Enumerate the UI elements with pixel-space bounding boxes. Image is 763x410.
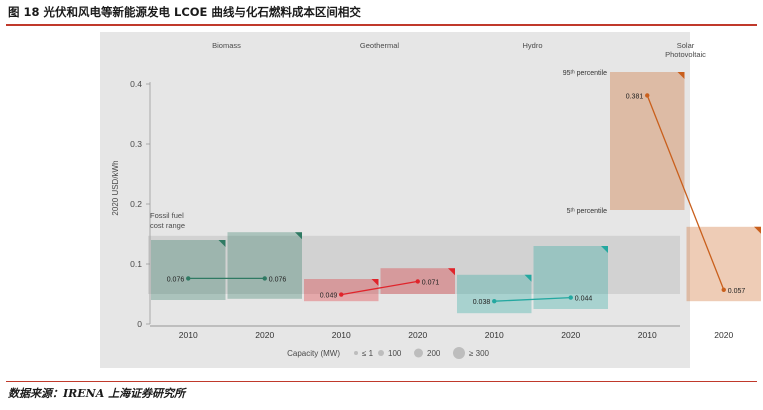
percentile-marker — [754, 226, 761, 234]
legend-marker — [453, 347, 465, 359]
x-tick-label: 2010 — [485, 330, 504, 340]
percentile-95-label: 95ᵗʰ percentile — [563, 70, 607, 77]
value-label: 0.049 — [320, 293, 338, 300]
lcoe-point — [262, 276, 267, 281]
trend-line — [341, 280, 418, 296]
plot-panel — [100, 32, 690, 368]
percentile-marker — [677, 72, 685, 79]
x-tick-label: 2020 — [561, 330, 580, 340]
lcoe-point — [721, 287, 726, 292]
lcoe-point — [568, 295, 573, 300]
percentile-5-label: 5ᵗʰ percentile — [567, 208, 608, 215]
percentile-marker — [524, 274, 532, 282]
percentile-marker — [448, 268, 455, 276]
legend-label: 200 — [427, 349, 441, 358]
percentile-marker — [218, 240, 226, 247]
lcoe-point — [186, 276, 191, 281]
value-label: 0.381 — [626, 93, 644, 100]
value-label: 0.076 — [269, 276, 287, 283]
y-tick-label: 0.1 — [130, 259, 142, 269]
x-tick-label: 2020 — [408, 330, 427, 340]
x-tick-label: 2020 — [714, 330, 733, 340]
source-note: 数据来源：IRENA 上海证券研究所 — [8, 387, 186, 400]
percentile-marker — [295, 232, 302, 240]
lcoe-point — [339, 292, 344, 297]
y-tick-label: 0 — [137, 319, 142, 329]
lcoe-point — [415, 279, 420, 284]
value-label: 0.057 — [728, 288, 746, 295]
y-axis-title: 2020 USD/kWh — [111, 160, 120, 215]
value-label: 0.044 — [575, 296, 593, 303]
source-rule — [6, 381, 757, 382]
fossil-fuel-label: Fossil fuel — [150, 211, 184, 220]
legend-label: ≤ 1 — [362, 349, 374, 358]
range-bar — [457, 274, 532, 314]
trend-line — [494, 296, 571, 302]
lcoe-point — [492, 299, 497, 304]
x-tick-label: 2010 — [332, 330, 351, 340]
legend-marker — [414, 348, 423, 358]
range-bar — [610, 72, 685, 210]
y-tick-label: 0.2 — [130, 199, 142, 209]
range-bar — [304, 279, 379, 302]
lcoe-point — [645, 93, 650, 98]
category-label: Geothermal — [360, 41, 400, 50]
value-label: 0.038 — [473, 299, 491, 306]
range-bar — [151, 240, 226, 300]
y-tick-label: 0.3 — [130, 139, 142, 149]
percentile-marker — [371, 279, 379, 286]
x-tick-label: 2010 — [179, 330, 198, 340]
value-label: 0.071 — [422, 279, 440, 286]
category-label: Hydro — [522, 41, 542, 50]
trend-line — [646, 95, 725, 291]
legend-label: ≥ 300 — [469, 349, 490, 358]
legend-title: Capacity (MW) — [287, 349, 340, 358]
legend-marker — [354, 351, 358, 355]
fossil-fuel-band — [148, 235, 680, 294]
range-bar — [227, 232, 302, 299]
x-tick-label: 2010 — [638, 330, 657, 340]
figure-title: 图 18 光伏和风电等新能源发电 LCOE 曲线与化石燃料成本区间相交 — [8, 5, 361, 19]
category-label: Solar — [677, 41, 695, 50]
fossil-fuel-label: cost range — [150, 221, 185, 230]
legend-marker — [378, 350, 384, 356]
category-label: Photovoltaic — [665, 50, 706, 59]
y-tick-label: 0.4 — [130, 79, 142, 89]
title-rule — [6, 24, 757, 26]
x-tick-label: 2020 — [255, 330, 274, 340]
value-label: 0.076 — [167, 276, 185, 283]
legend-label: 100 — [388, 349, 402, 358]
category-label: Biomass — [212, 41, 241, 50]
percentile-marker — [601, 246, 608, 253]
